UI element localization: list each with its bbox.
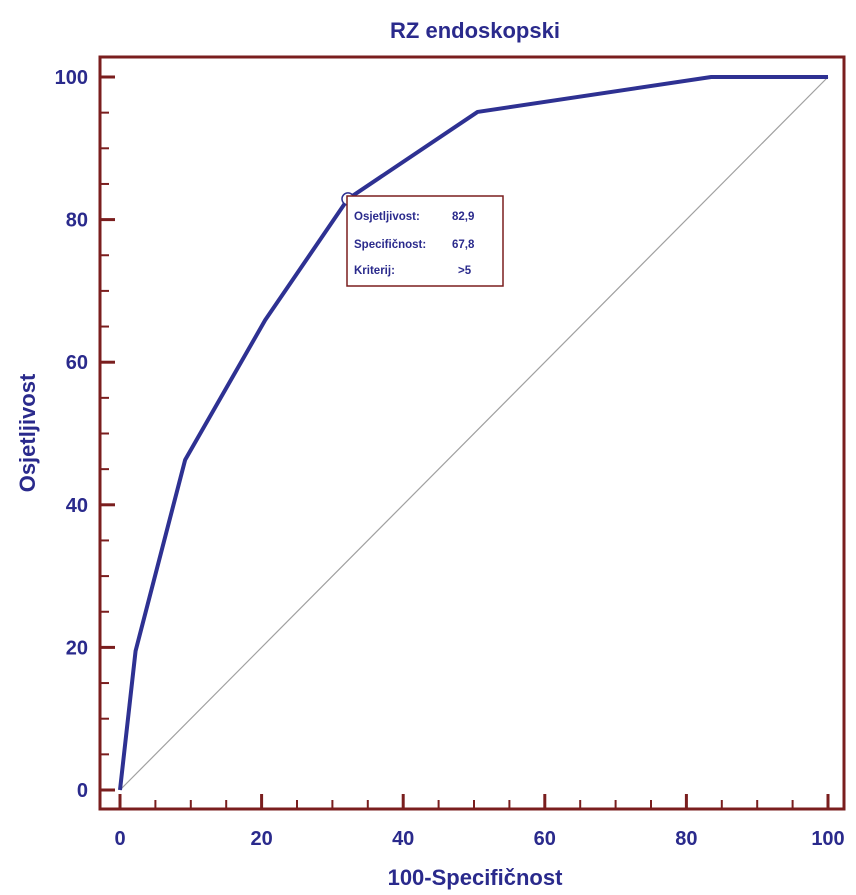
plot-area <box>98 55 846 811</box>
chart-title: RZ endoskopski <box>390 18 560 43</box>
reference-diagonal-line <box>119 76 829 791</box>
x-tick-label: 20 <box>250 828 272 850</box>
x-tick-label: 100 <box>811 828 844 850</box>
y-tick-label: 20 <box>66 637 88 659</box>
annotation-label-sensitivity: Osjetljivost: <box>354 211 420 223</box>
y-axis-ticks: 0 20 40 60 80 100 <box>55 67 115 802</box>
y-tick-label: 100 <box>55 67 88 89</box>
y-tick-label: 80 <box>66 210 88 232</box>
annotation-label-specificity: Specifičnost: <box>354 239 426 251</box>
x-axis-label: 100-Specifičnost <box>388 865 564 890</box>
roc-curve-line <box>118 75 828 791</box>
y-tick-label: 0 <box>77 780 88 802</box>
annotation-label-criterion: Kriterij: <box>354 265 395 277</box>
y-tick-label: 40 <box>66 495 88 517</box>
y-tick-label: 60 <box>66 352 88 374</box>
y-axis-label: Osjetljivost <box>15 373 40 492</box>
x-tick-label: 80 <box>675 828 697 850</box>
annotation-value-specificity: 67,8 <box>452 239 475 251</box>
annotation-value-criterion: >5 <box>458 265 472 277</box>
annotation-frame <box>346 195 504 287</box>
x-tick-label: 40 <box>392 828 414 850</box>
x-axis-ticks: 0 20 40 60 80 100 <box>114 794 845 850</box>
plot-frame <box>98 55 846 811</box>
x-tick-label: 0 <box>114 828 125 850</box>
criterion-annotation-box: Osjetljivost: 82,9 Specifičnost: 67,8 Kr… <box>346 195 504 287</box>
x-tick-label: 60 <box>534 828 556 850</box>
annotation-value-sensitivity: 82,9 <box>452 211 474 223</box>
